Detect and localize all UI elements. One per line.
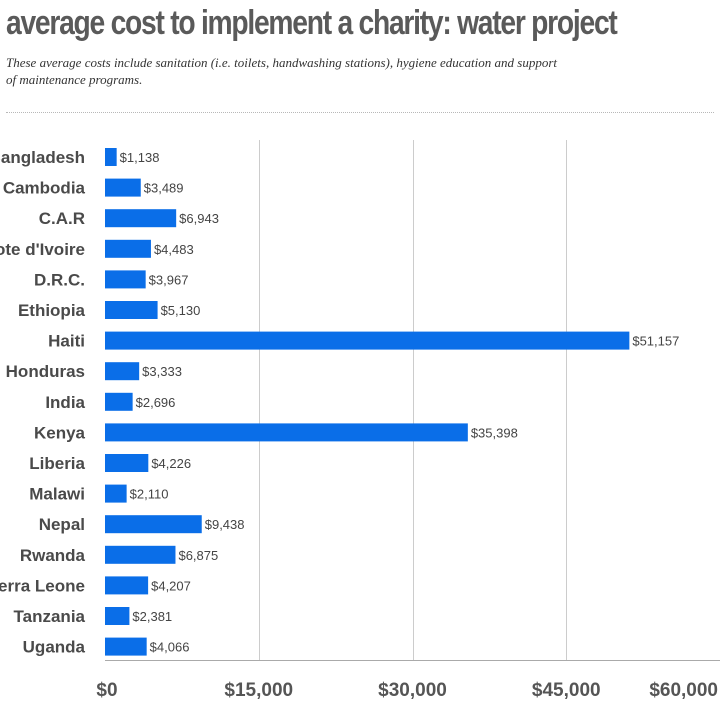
category-label: Sierra Leone [0, 576, 85, 595]
bar [105, 637, 147, 656]
category-label: Bangladesh [0, 148, 85, 167]
x-tick-label: $60,000 [649, 680, 718, 701]
data-label: $4,226 [151, 456, 191, 471]
category-label: Malawi [29, 485, 85, 504]
data-label: $4,066 [150, 640, 190, 655]
category-label: Haiti [48, 332, 85, 351]
category-label: Kenya [34, 423, 86, 442]
category-label: Rwanda [20, 546, 86, 565]
bar [105, 454, 149, 472]
data-label: $3,967 [149, 272, 189, 287]
category-label: Uganda [23, 638, 86, 657]
bar [105, 362, 140, 381]
category-label: Honduras [6, 362, 85, 381]
data-label: $9,438 [205, 517, 245, 532]
x-tick-label: $30,000 [378, 680, 447, 701]
data-label: $6,875 [178, 548, 218, 563]
bar [105, 239, 151, 258]
category-label: Cote d'Ivoire [0, 240, 85, 259]
category-label: Cambodia [3, 179, 86, 198]
x-tick-label: $45,000 [532, 680, 601, 701]
data-label: $2,110 [130, 487, 169, 502]
data-label: $35,398 [471, 425, 518, 440]
data-label: $3,333 [142, 364, 182, 379]
bar [105, 270, 146, 289]
data-label: $6,943 [179, 211, 219, 226]
data-label: $1,138 [120, 150, 160, 165]
dotted-divider [6, 112, 714, 113]
bar [105, 607, 130, 625]
bar [105, 423, 468, 442]
category-label: India [45, 393, 85, 412]
category-label: D.R.C. [34, 270, 85, 289]
bar [105, 178, 141, 197]
bar [105, 545, 176, 564]
bar [105, 392, 133, 411]
bar [105, 576, 149, 595]
bar [105, 301, 158, 319]
category-label: Liberia [29, 454, 85, 473]
category-label: Ethiopia [18, 301, 86, 320]
x-tick-label: $15,000 [224, 680, 293, 701]
category-label: Tanzania [14, 607, 86, 626]
bar [105, 484, 127, 503]
category-label: Nepal [39, 515, 85, 534]
data-label: $4,483 [154, 242, 194, 257]
chart-subtitle: These average costs include sanitation (… [6, 55, 557, 87]
bar [105, 331, 630, 350]
data-label: $2,696 [136, 395, 176, 410]
bar [105, 515, 202, 534]
chart-title: average cost to implement a charity: wat… [6, 4, 618, 42]
data-label: $51,157 [632, 334, 679, 349]
bar [105, 209, 177, 228]
category-label: C.A.R [39, 209, 85, 228]
data-label: $4,207 [151, 578, 191, 593]
data-label: $5,130 [161, 303, 201, 318]
data-label: $2,381 [132, 609, 172, 624]
bar [105, 148, 117, 166]
x-tick-label: $0 [96, 680, 117, 701]
data-label: $3,489 [144, 181, 184, 196]
